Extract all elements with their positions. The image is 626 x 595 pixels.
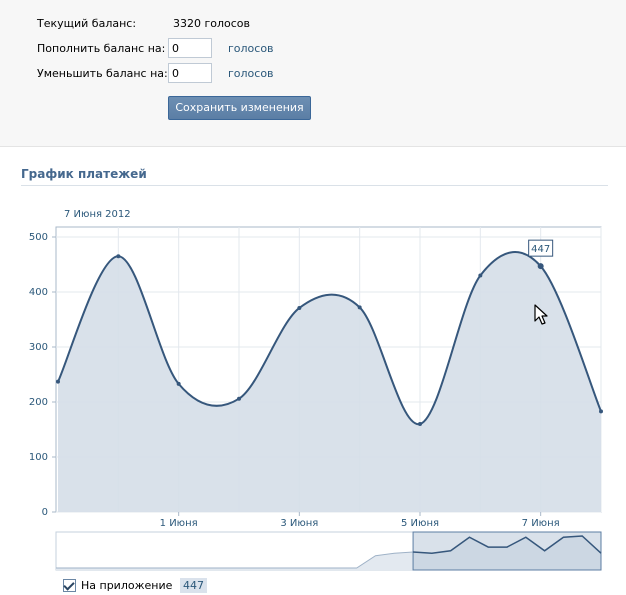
decrease-input[interactable] [168, 63, 212, 83]
data-point [116, 254, 121, 259]
data-point [537, 263, 544, 270]
data-point [478, 273, 483, 278]
data-point [56, 379, 60, 384]
check-icon [63, 579, 75, 591]
y-tick-label: 500 [29, 232, 48, 243]
section-title: График платежей [21, 167, 147, 181]
data-point [599, 409, 603, 414]
data-point [176, 381, 181, 386]
section-divider [21, 185, 608, 186]
chart-date-caption: 7 Июня 2012 [64, 209, 131, 220]
series-line [57, 251, 602, 426]
legend-label: На приложение [81, 579, 173, 592]
decrease-unit-link[interactable]: голосов [228, 67, 274, 80]
overview-selection [412, 531, 602, 571]
overview-selected-line [413, 535, 602, 554]
balance-panel: Текущий баланс: 3320 голосов Пополнить б… [0, 0, 626, 147]
y-tick-label: 300 [29, 342, 48, 353]
mouse-cursor-icon [534, 304, 548, 325]
data-point [297, 305, 302, 310]
x-tick-label: 7 Июня [522, 518, 560, 529]
topup-unit-link[interactable]: голосов [228, 42, 274, 55]
data-point [418, 422, 422, 426]
y-tick-label: 200 [29, 397, 48, 408]
y-tick-label: 400 [29, 287, 48, 298]
data-point [357, 305, 362, 310]
current-balance-label: Текущий баланс: [37, 17, 137, 30]
decrease-label: Уменьшить баланс на: [37, 67, 168, 80]
x-tick-label: 1 Июня [160, 518, 198, 529]
x-tick-label: 5 Июня [401, 518, 439, 529]
series-area [58, 252, 601, 512]
topup-label: Пополнить баланс на: [37, 42, 166, 55]
current-balance-value: 3320 голосов [173, 17, 251, 30]
y-tick-label: 0 [42, 507, 48, 518]
payments-chart[interactable]: 0 100 200 300 400 500 1 Июня 3 Июня 5 Июня 7 Июня… [0, 222, 626, 574]
legend-checkbox[interactable] [63, 579, 76, 592]
y-tick-label: 100 [29, 452, 48, 463]
data-point [237, 396, 241, 401]
x-tick-label: 3 Июня [280, 518, 318, 529]
tooltip-value: 447 [531, 244, 550, 255]
legend-value: 447 [180, 578, 207, 593]
save-changes-button[interactable]: Сохранить изменения [168, 96, 311, 120]
topup-input[interactable] [168, 38, 212, 58]
tooltip-box [528, 239, 554, 257]
